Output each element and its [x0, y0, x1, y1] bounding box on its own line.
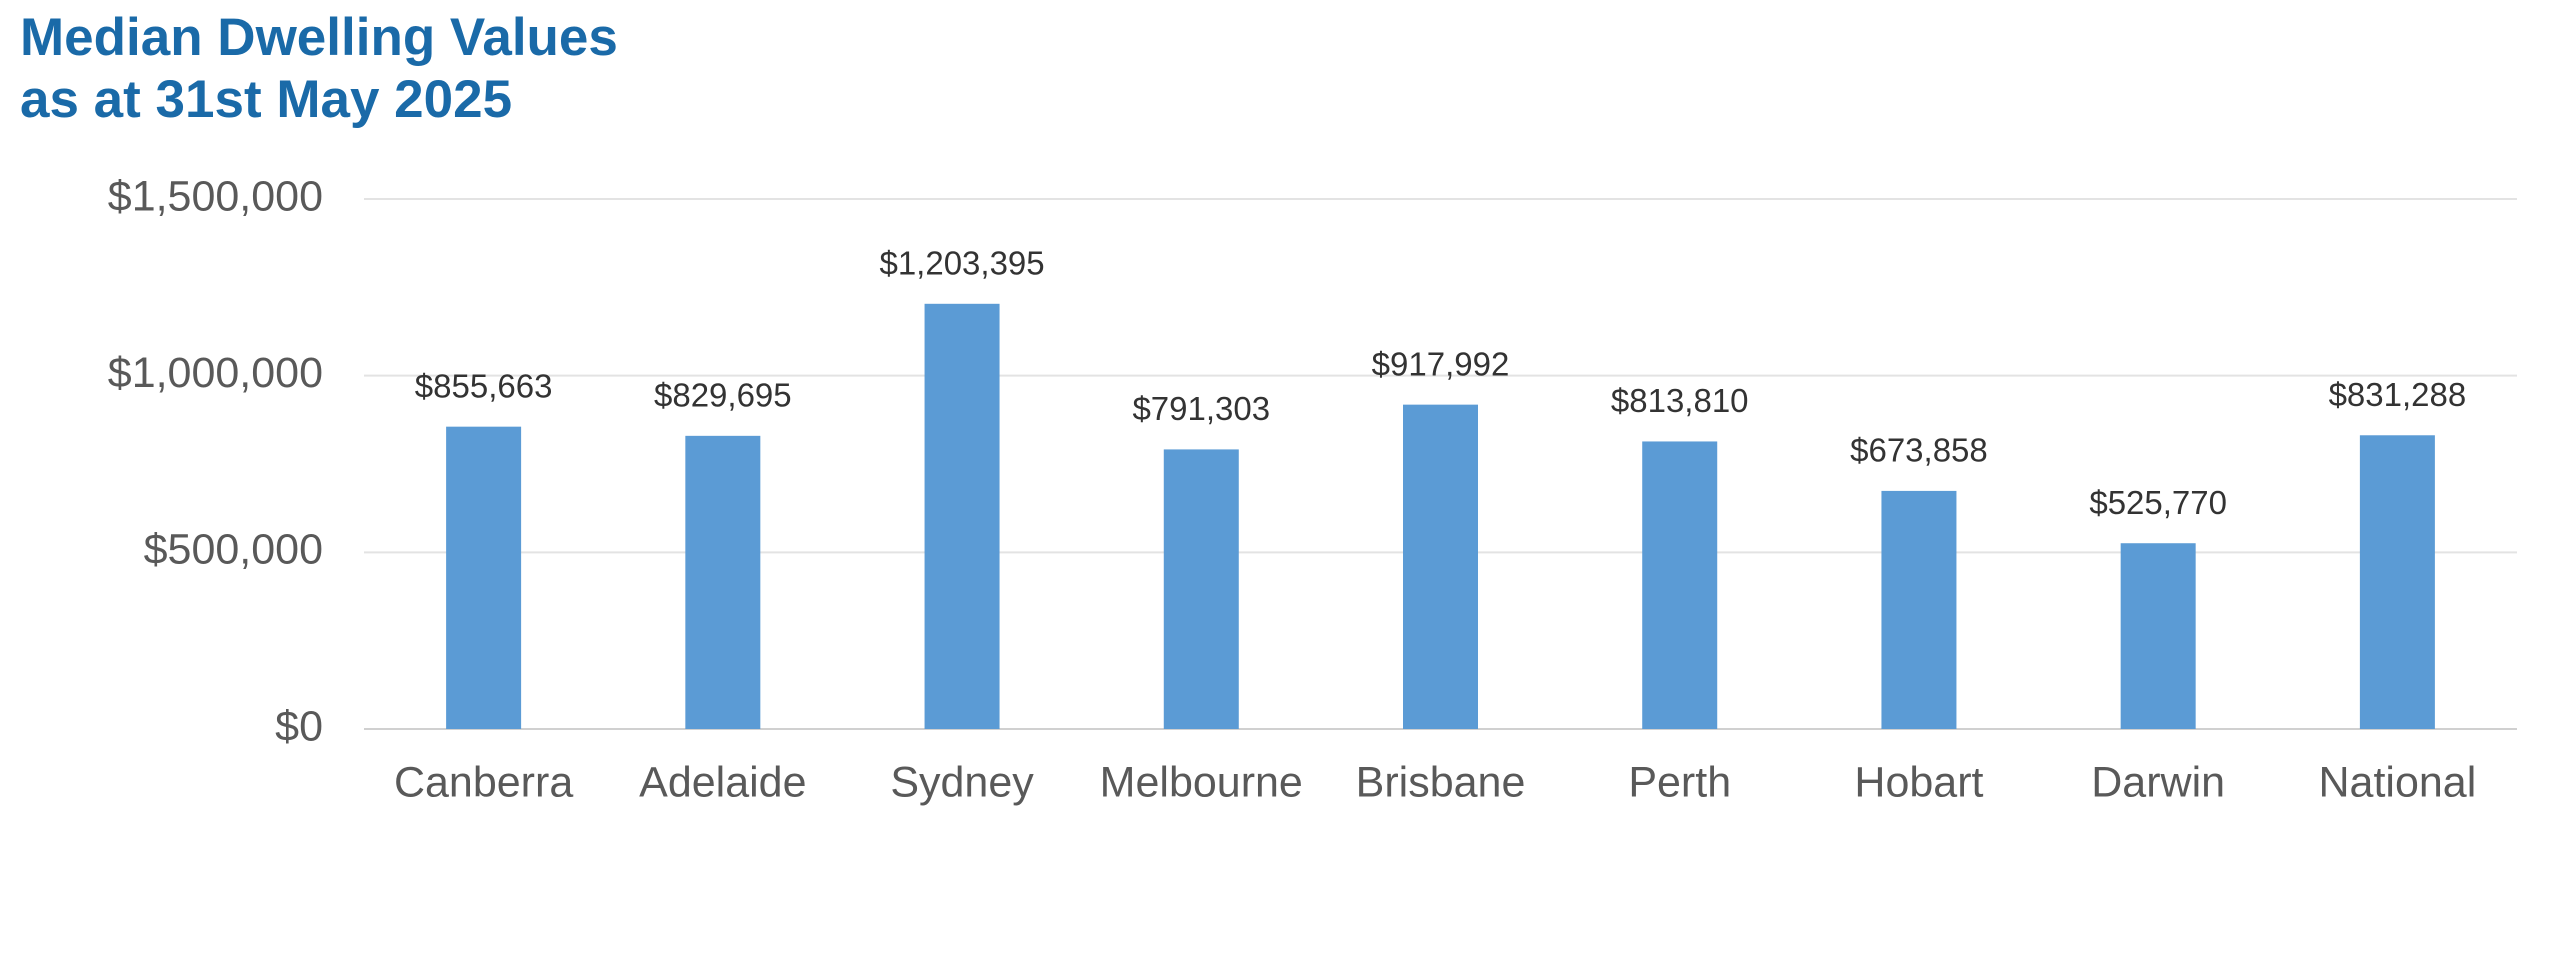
- bar: [924, 303, 1000, 729]
- bar: [1163, 449, 1239, 729]
- bar: [1881, 490, 1957, 729]
- value-label: $791,303: [1132, 390, 1270, 427]
- x-tick-label: National: [2319, 758, 2477, 806]
- x-tick-label: Canberra: [394, 758, 573, 806]
- value-label: $525,770: [2089, 484, 2227, 521]
- y-tick-label: $1,000,000: [108, 349, 323, 397]
- bar: [446, 426, 522, 729]
- x-tick-label: Darwin: [2091, 758, 2225, 806]
- bar: [1642, 441, 1718, 729]
- value-label: $917,992: [1372, 345, 1510, 382]
- value-label: $831,288: [2329, 376, 2467, 413]
- chart-title: Median Dwelling Values: [20, 8, 618, 67]
- y-tick-label: $500,000: [144, 526, 323, 574]
- bar: [2359, 435, 2435, 729]
- bar: [1403, 404, 1478, 729]
- x-tick-label: Sydney: [890, 758, 1034, 806]
- x-tick-label: Perth: [1628, 758, 1731, 806]
- x-tick-label: Adelaide: [639, 758, 806, 806]
- value-label: $829,695: [654, 377, 792, 414]
- value-label: $673,858: [1850, 432, 1988, 469]
- x-tick-label: Melbourne: [1100, 758, 1303, 806]
- value-label: $813,810: [1611, 382, 1749, 419]
- bar: [685, 435, 761, 729]
- x-tick-label: Hobart: [1854, 758, 1983, 806]
- x-tick-label: Brisbane: [1356, 758, 1526, 806]
- bar: [2120, 543, 2196, 729]
- chart-subtitle: as at 31st May 2025: [20, 70, 512, 129]
- value-label: $1,203,395: [879, 245, 1044, 282]
- y-tick-label: $1,500,000: [108, 172, 323, 220]
- value-label: $855,663: [415, 367, 553, 404]
- y-tick-label: $0: [275, 702, 323, 750]
